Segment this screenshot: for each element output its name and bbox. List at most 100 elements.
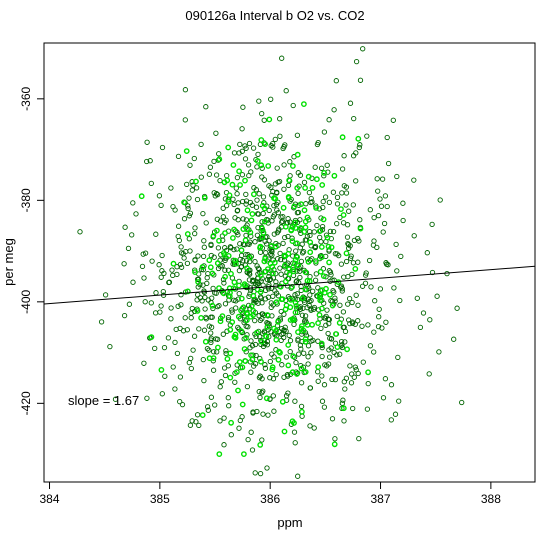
data-point bbox=[228, 419, 235, 426]
data-point bbox=[246, 254, 253, 261]
data-point bbox=[202, 306, 208, 312]
data-point bbox=[222, 301, 229, 307]
data-point bbox=[305, 354, 311, 360]
data-point bbox=[144, 139, 150, 145]
data-point bbox=[305, 173, 312, 180]
data-point bbox=[152, 310, 159, 316]
data-point bbox=[203, 220, 209, 226]
data-point bbox=[349, 299, 355, 306]
data-point bbox=[308, 307, 314, 313]
data-point bbox=[347, 100, 354, 106]
data-point bbox=[248, 303, 255, 309]
data-point bbox=[265, 163, 272, 169]
data-point bbox=[226, 293, 233, 300]
data-point bbox=[236, 359, 243, 365]
data-point bbox=[264, 324, 271, 330]
data-point bbox=[332, 436, 338, 442]
data-point bbox=[325, 330, 331, 337]
data-point bbox=[315, 285, 321, 291]
data-point bbox=[256, 388, 262, 395]
data-point bbox=[290, 102, 296, 109]
data-point bbox=[340, 405, 347, 412]
data-point bbox=[257, 243, 264, 250]
data-point bbox=[244, 332, 250, 338]
data-point bbox=[200, 253, 207, 260]
data-point bbox=[211, 349, 217, 355]
data-point bbox=[227, 350, 234, 357]
data-point bbox=[188, 315, 194, 321]
data-point bbox=[179, 401, 186, 408]
data-point bbox=[384, 134, 390, 141]
data-point bbox=[196, 326, 202, 332]
data-point bbox=[185, 205, 191, 212]
data-point bbox=[186, 195, 192, 201]
data-point bbox=[178, 302, 184, 308]
data-point bbox=[177, 374, 184, 380]
data-point bbox=[366, 257, 373, 264]
data-point bbox=[225, 267, 232, 273]
data-point bbox=[194, 412, 201, 418]
data-point bbox=[459, 399, 465, 406]
data-point bbox=[264, 338, 271, 345]
data-point bbox=[336, 319, 343, 326]
data-point bbox=[296, 351, 302, 357]
data-point bbox=[319, 398, 326, 404]
data-point bbox=[266, 183, 272, 189]
data-point bbox=[225, 314, 232, 321]
data-point bbox=[230, 162, 237, 168]
data-point bbox=[159, 391, 165, 397]
data-point bbox=[257, 288, 264, 295]
data-point bbox=[203, 104, 209, 110]
data-point bbox=[316, 312, 323, 318]
data-point bbox=[302, 336, 309, 342]
data-point bbox=[326, 347, 332, 353]
data-point bbox=[262, 141, 268, 148]
data-point bbox=[240, 226, 247, 233]
data-point bbox=[258, 358, 264, 365]
data-point bbox=[334, 352, 340, 358]
data-point bbox=[312, 277, 319, 283]
data-point bbox=[375, 212, 382, 219]
data-point bbox=[335, 279, 342, 285]
data-point bbox=[223, 348, 229, 354]
data-point bbox=[273, 371, 279, 378]
data-point bbox=[398, 253, 404, 260]
data-point bbox=[325, 316, 332, 322]
data-point bbox=[235, 232, 241, 238]
data-point bbox=[429, 221, 435, 228]
data-point bbox=[300, 249, 307, 255]
data-point bbox=[340, 397, 346, 403]
data-point bbox=[315, 320, 321, 326]
data-point bbox=[159, 252, 165, 259]
data-point bbox=[266, 207, 272, 214]
data-point bbox=[239, 364, 246, 371]
data-point bbox=[289, 238, 296, 245]
data-point bbox=[242, 156, 249, 162]
data-point bbox=[199, 412, 206, 418]
data-point bbox=[221, 415, 227, 421]
data-point bbox=[274, 207, 280, 213]
data-point bbox=[236, 168, 243, 175]
data-point bbox=[292, 219, 299, 226]
data-point bbox=[293, 371, 300, 377]
data-point bbox=[364, 133, 370, 139]
data-point bbox=[182, 117, 188, 123]
data-point bbox=[229, 181, 236, 188]
data-point bbox=[331, 172, 338, 179]
data-point bbox=[346, 295, 353, 302]
data-point bbox=[365, 380, 371, 387]
data-point bbox=[221, 442, 227, 448]
data-point bbox=[301, 179, 308, 186]
data-point bbox=[277, 116, 283, 122]
data-point bbox=[291, 420, 297, 426]
data-point bbox=[237, 241, 243, 247]
data-point bbox=[234, 246, 240, 252]
data-point bbox=[195, 276, 202, 283]
data-point bbox=[216, 451, 223, 457]
data-point bbox=[347, 255, 354, 261]
data-point bbox=[286, 266, 292, 273]
data-point bbox=[193, 185, 200, 191]
data-point bbox=[319, 353, 325, 360]
data-point bbox=[232, 257, 239, 264]
data-point bbox=[255, 211, 261, 217]
